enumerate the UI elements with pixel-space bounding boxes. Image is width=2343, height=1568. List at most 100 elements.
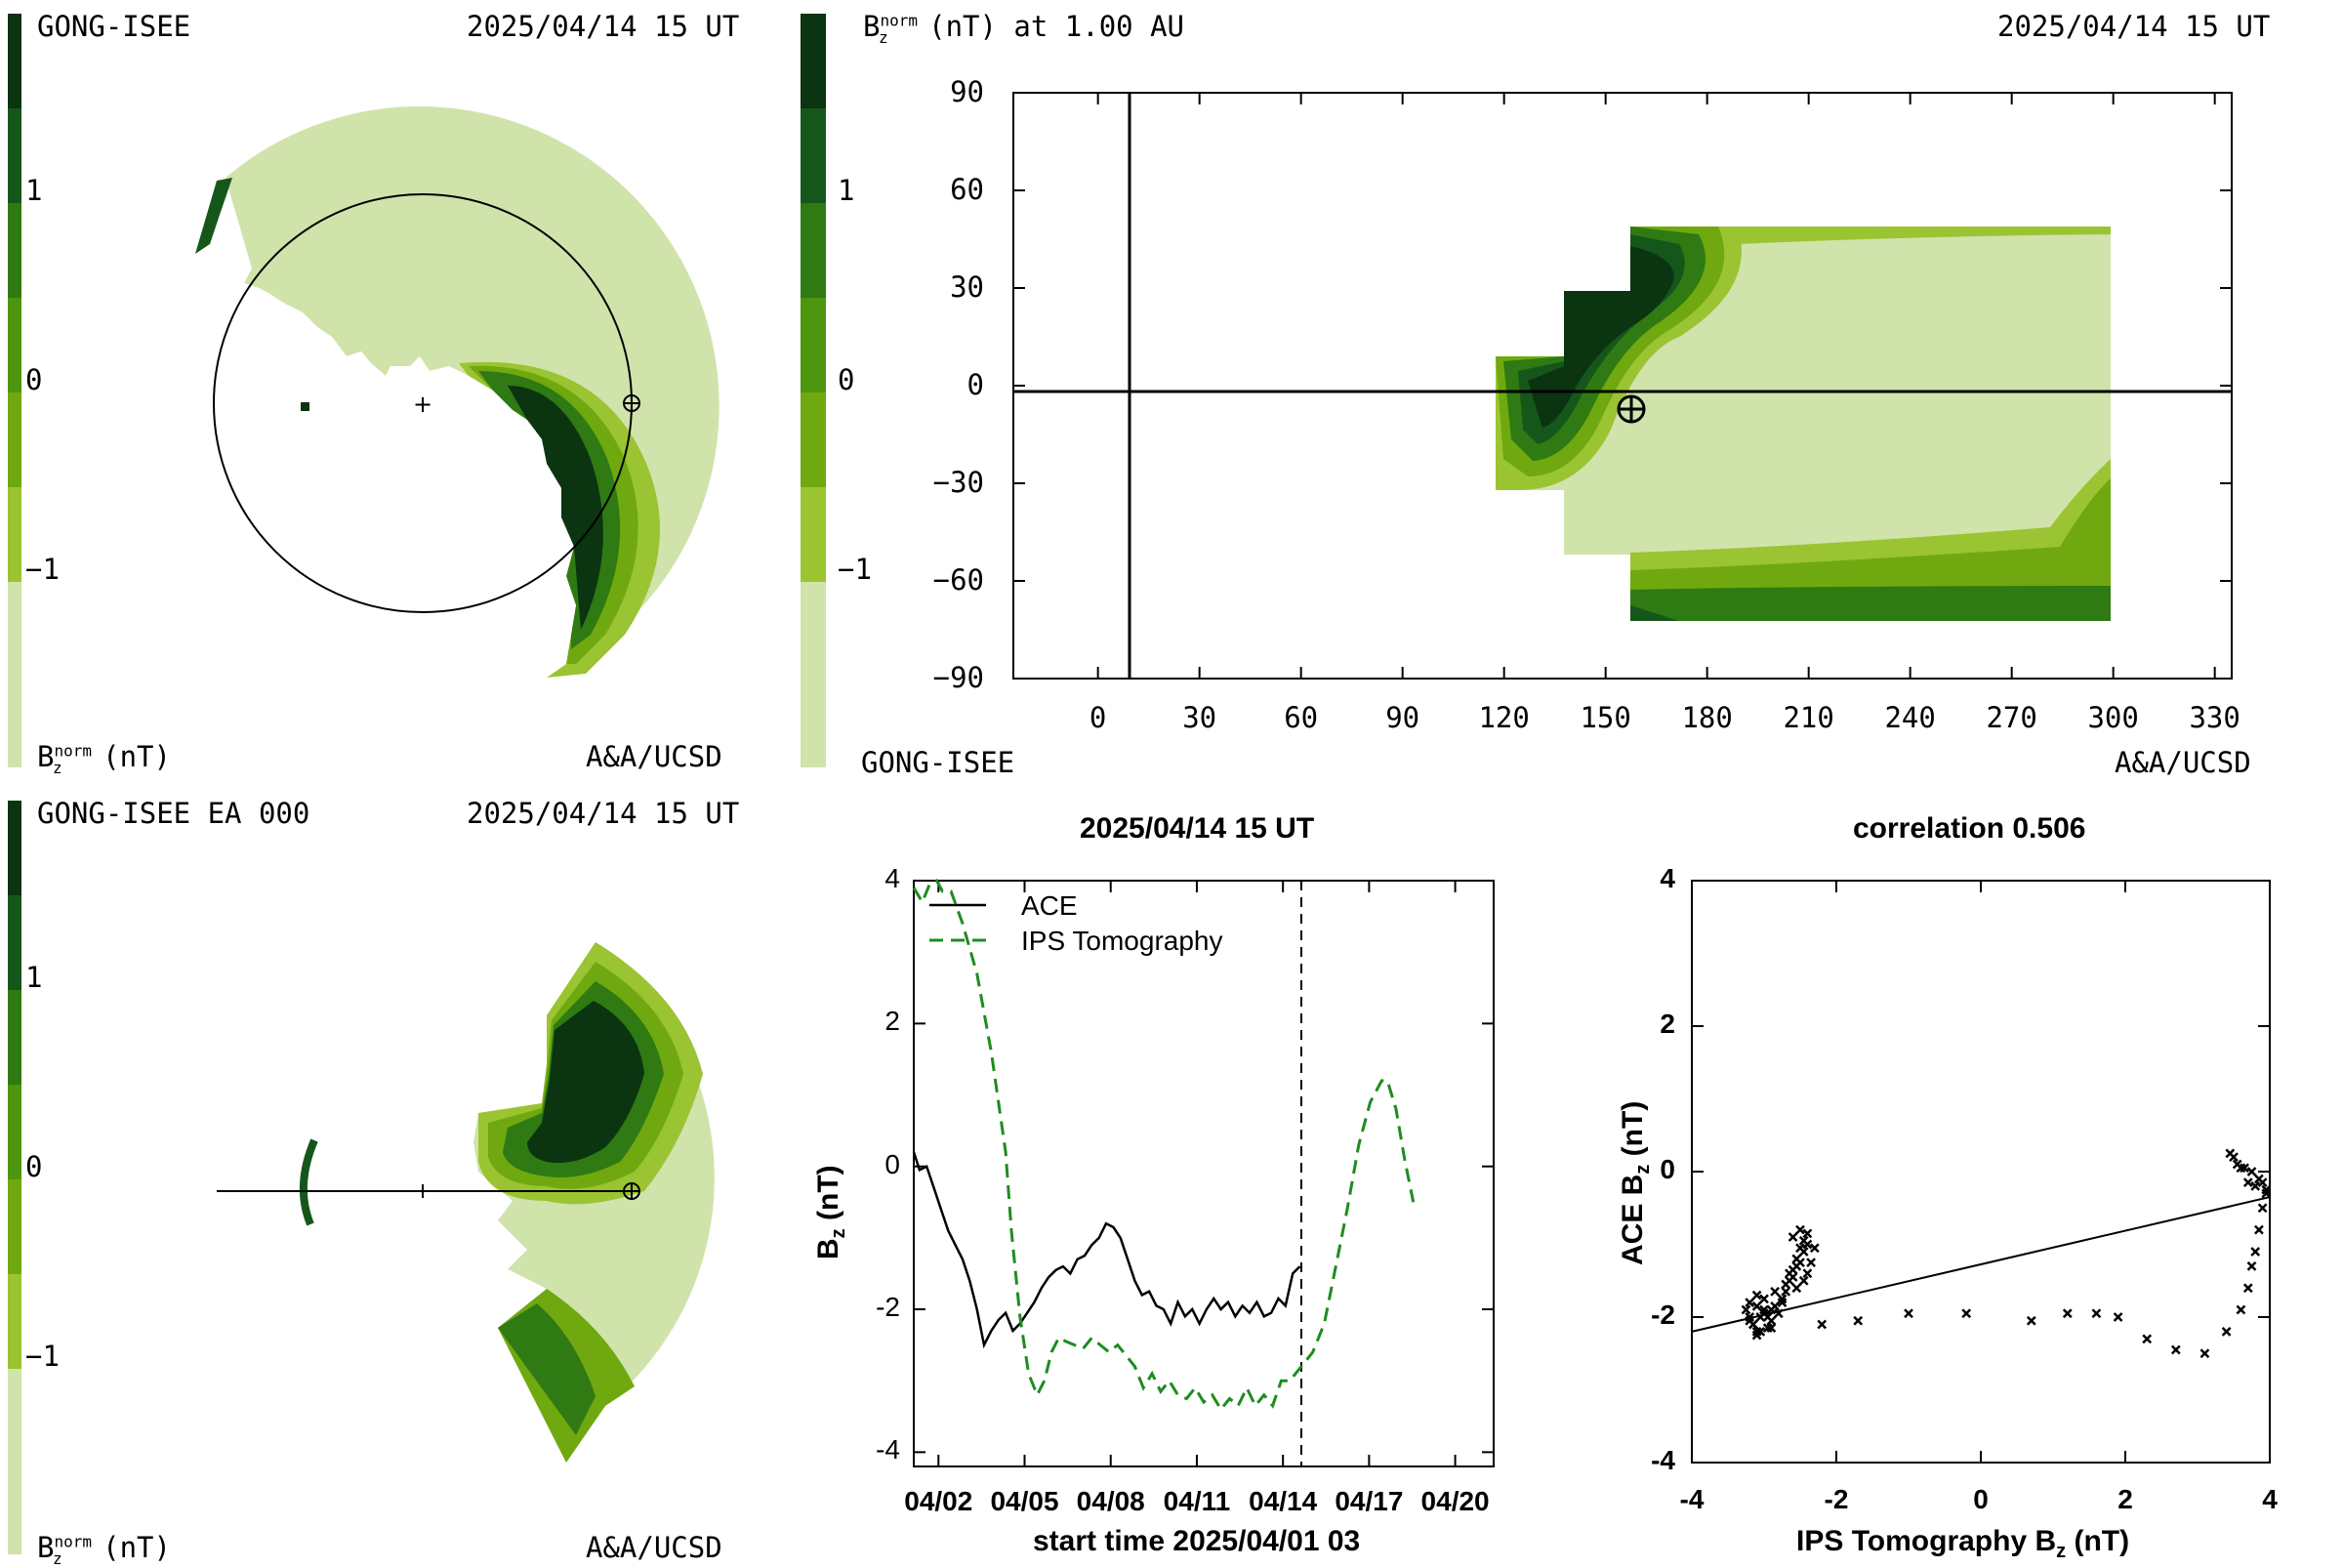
tr-b-symbol: B [863, 10, 881, 43]
sc-xtick-label-1: -2 [1824, 1484, 1849, 1514]
tl-colorbar-level-1 [8, 582, 21, 767]
sc-point-57 [2221, 1327, 2232, 1337]
sc-point-56 [2199, 1348, 2210, 1359]
tr-xtick-label-7: 210 [1783, 701, 1834, 734]
sc-xtick-label-0: -4 [1679, 1484, 1705, 1514]
ts-ytick-label-1: 2 [884, 1006, 900, 1037]
sc-xtick-label-2: 0 [1973, 1484, 1989, 1514]
sc-point-53 [2113, 1312, 2123, 1322]
tr-ytick-label-6: −90 [932, 661, 984, 694]
sc-point-46 [1817, 1319, 1828, 1330]
sc-point-19 [1751, 1330, 1762, 1341]
bl-b-sup: norm [54, 1532, 92, 1551]
sc-point-73 [2250, 1181, 2261, 1191]
sc-ytick-label-0: 4 [1660, 863, 1675, 893]
bl-unit: (nT) [103, 1531, 171, 1564]
ts-ytick-label-4: -4 [876, 1434, 900, 1465]
sc-point-7 [1745, 1298, 1755, 1307]
sc-point-15 [1751, 1290, 1762, 1300]
tl-colorbar-unit-label: Bnormz (nT) [37, 740, 171, 777]
sc-point-39 [1791, 1283, 1802, 1294]
bl-colorbar-level-3 [8, 1179, 21, 1274]
sc-point-43 [1802, 1268, 1813, 1279]
tl-colorbar-level-6 [8, 108, 21, 203]
sc-point-21 [1773, 1308, 1784, 1319]
tr-xtick-label-11: 330 [2189, 701, 2240, 734]
tr-b-sub: z [879, 27, 888, 47]
ts-xtick-label-2: 04/08 [1076, 1486, 1145, 1516]
tr-xtick-label-5: 150 [1580, 701, 1631, 734]
tl-b-symbol: B [37, 740, 55, 773]
tr-map-bottom-band-4 [1630, 605, 1679, 621]
tl-time-label: 2025/04/14 15 UT [467, 10, 740, 43]
sc-point-37 [1788, 1272, 1798, 1282]
tr-colorbar-tick-1: 1 [838, 174, 855, 207]
tr-b-sup: norm [880, 11, 918, 30]
tl-b-sub: z [53, 758, 62, 777]
tl-inner-marker [301, 402, 309, 411]
sc-point-47 [1853, 1315, 1864, 1326]
bl-b-sub: z [53, 1548, 62, 1568]
tr-ytick-label-2: 30 [950, 270, 984, 304]
sc-ytick-label-4: -4 [1651, 1445, 1675, 1475]
tr-colorbar [801, 14, 826, 767]
bl-colorbar-level-5 [8, 990, 21, 1085]
bl-field-lower-dark [498, 1303, 596, 1435]
sc-point-62 [2254, 1224, 2264, 1235]
sc-point-38 [1795, 1258, 1805, 1268]
sc-point-72 [2242, 1177, 2253, 1188]
ts-xtick-label-0: 04/02 [904, 1486, 973, 1516]
sc-xlabel-sub: z [2056, 1541, 2067, 1562]
bl-colorbar-level-1 [8, 1369, 21, 1554]
tr-title: Bnormz (nT) at 1.00 AU [863, 10, 1184, 47]
sc-plot-frame [1691, 880, 2271, 1464]
sc-point-63 [2257, 1203, 2268, 1214]
sc-point-60 [2246, 1260, 2257, 1271]
sc-point-0 [1741, 1304, 1751, 1315]
tl-colorbar-level-4 [8, 298, 21, 392]
tr-xtick-label-3: 90 [1385, 701, 1420, 734]
sc-xtick-label-3: 2 [2117, 1484, 2133, 1514]
sc-point-40 [1798, 1275, 1809, 1286]
tl-colorbar-tick-m1: −1 [25, 553, 60, 586]
tr-model-label: GONG-ISEE [861, 746, 1015, 779]
tl-unsampled-mask [234, 283, 576, 683]
tl-colorbar-level-3 [8, 392, 21, 487]
tr-colorbar-tick-m1: −1 [838, 553, 872, 586]
tr-xtick-label-8: 240 [1884, 701, 1936, 734]
sc-point-70 [2225, 1148, 2236, 1159]
sc-point-34 [1795, 1224, 1805, 1235]
sc-regression-line [1691, 1196, 2271, 1333]
tl-unit: (nT) [103, 740, 171, 773]
tr-colorbar-tick-0: 0 [838, 363, 855, 396]
sc-point-44 [1770, 1287, 1780, 1297]
tl-field-contour-band-4 [508, 386, 603, 630]
tr-map-bottom-band-2 [1630, 478, 2111, 621]
tl-b-sup: norm [54, 741, 92, 761]
bl-model-label: GONG-ISEE EA 000 [37, 797, 310, 830]
sc-point-23 [1781, 1287, 1791, 1297]
ts-xtick-label-3: 04/11 [1163, 1486, 1231, 1516]
sc-point-16 [1759, 1294, 1769, 1304]
tr-axis-ticks [1013, 92, 2232, 680]
sc-xlabel: IPS Tomography Bz (nT) [1796, 1525, 2129, 1563]
sc-title: correlation 0.506 [1853, 812, 2086, 845]
sc-point-71 [2236, 1163, 2246, 1174]
tr-xtick-label-1: 30 [1182, 701, 1217, 734]
sc-xlabel-unit: (nT) [2074, 1525, 2130, 1557]
tr-colorbar-level-7 [801, 14, 826, 108]
ts-ips-series-line [912, 878, 1416, 1413]
sc-point-18 [1745, 1315, 1755, 1326]
sc-point-32 [1798, 1247, 1809, 1257]
tr-map-bottom-band-3 [1630, 586, 2111, 621]
tr-map-top-right-band [1718, 227, 2111, 244]
tr-credit-label: A&A/UCSD [2115, 746, 2251, 779]
tr-xtick-label-9: 270 [1986, 701, 2037, 734]
tl-colorbar-level-2 [8, 487, 21, 582]
sc-point-52 [2091, 1308, 2102, 1319]
bl-inner-arc [299, 1138, 318, 1226]
tr-colorbar-level-6 [801, 108, 826, 203]
